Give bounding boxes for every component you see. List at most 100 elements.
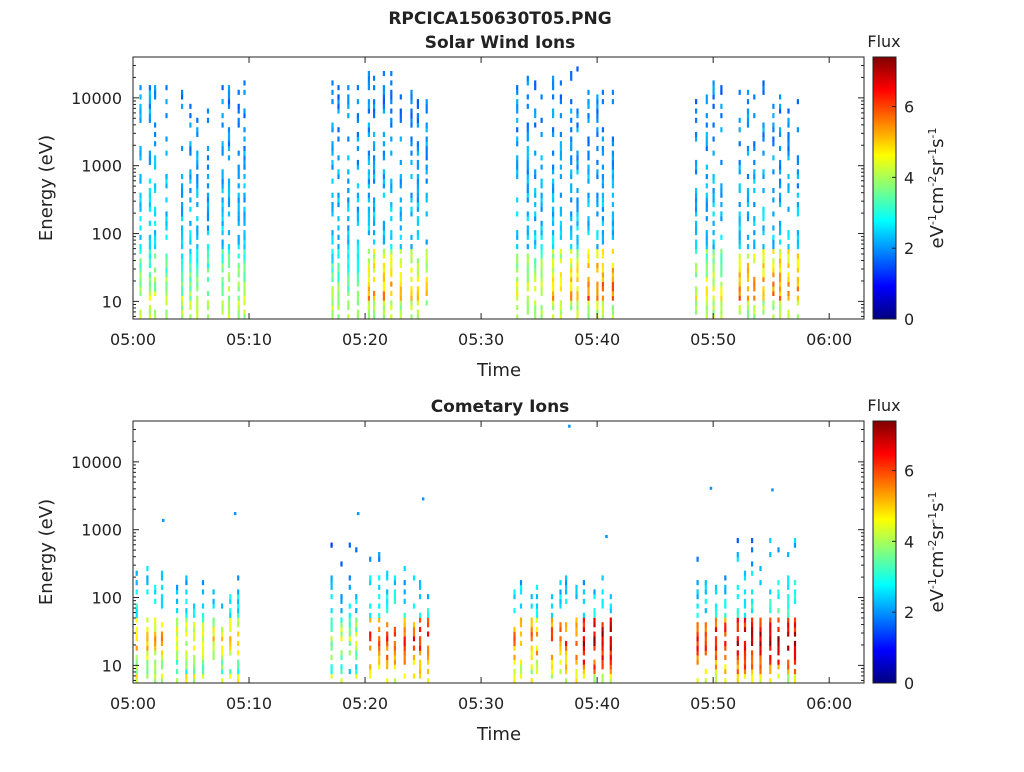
flux-cell bbox=[559, 589, 562, 595]
flux-cell bbox=[356, 253, 359, 259]
flux-cell bbox=[196, 281, 199, 287]
flux-cell bbox=[576, 206, 579, 212]
flux-cell bbox=[779, 220, 782, 226]
flux-cell bbox=[787, 669, 790, 675]
flux-cell bbox=[779, 192, 782, 198]
flux-cell bbox=[410, 174, 413, 180]
flux-cell bbox=[576, 258, 579, 264]
flux-cell bbox=[550, 603, 554, 609]
flux-cell bbox=[390, 99, 393, 105]
flux-cell bbox=[743, 640, 747, 646]
flux-cell bbox=[565, 678, 568, 683]
flux-cell bbox=[367, 272, 370, 278]
flux-cell bbox=[746, 145, 750, 151]
flux-cell bbox=[526, 75, 529, 81]
x-tick-label: 06:00 bbox=[806, 694, 852, 713]
flux-cell bbox=[185, 631, 188, 637]
flux-cell bbox=[221, 603, 224, 609]
flux-cell bbox=[714, 664, 718, 670]
flux-cell bbox=[237, 664, 240, 670]
flux-cell bbox=[793, 622, 797, 628]
flux-cell bbox=[331, 99, 334, 105]
flux-cell bbox=[570, 276, 573, 282]
flux-cell bbox=[695, 136, 698, 142]
flux-cell bbox=[559, 603, 562, 609]
flux-cell bbox=[189, 122, 192, 128]
flux-cell bbox=[237, 300, 240, 306]
flux-cell bbox=[609, 650, 612, 656]
flux-cell bbox=[373, 197, 376, 203]
flux-cell bbox=[611, 150, 614, 156]
flux-cell bbox=[189, 262, 192, 268]
flux-cell bbox=[611, 290, 614, 296]
flux-cell bbox=[705, 136, 708, 142]
flux-cell bbox=[796, 281, 799, 287]
flux-cell bbox=[148, 286, 151, 292]
flux-cell bbox=[337, 286, 340, 292]
flux-cell bbox=[611, 286, 614, 292]
burst-column bbox=[331, 80, 359, 319]
flux-cell bbox=[696, 631, 699, 637]
flux-cell bbox=[340, 561, 343, 567]
flux-cell bbox=[552, 272, 555, 278]
flux-cell bbox=[705, 248, 708, 254]
flux-cell bbox=[331, 192, 334, 198]
flux-cell bbox=[513, 631, 516, 637]
flux-cell bbox=[519, 617, 523, 623]
flux-cell bbox=[390, 314, 393, 319]
flux-cell bbox=[720, 290, 723, 296]
flux-cell bbox=[576, 262, 579, 268]
flux-cell bbox=[787, 141, 790, 147]
flux-cell bbox=[227, 192, 231, 198]
flux-cell bbox=[331, 314, 334, 319]
flux-cell bbox=[695, 169, 698, 175]
flux-cell bbox=[206, 183, 210, 189]
flux-cell bbox=[139, 286, 142, 292]
flux-cell bbox=[540, 253, 543, 259]
flux-cell bbox=[720, 159, 723, 165]
flux-cell bbox=[787, 580, 790, 586]
flux-cell bbox=[587, 155, 590, 161]
flux-cell bbox=[196, 178, 199, 184]
flux-cell bbox=[587, 305, 590, 311]
flux-cell bbox=[221, 654, 224, 660]
flux-cell bbox=[367, 276, 370, 282]
flux-cell bbox=[331, 89, 334, 95]
flux-cell bbox=[176, 636, 179, 642]
flux-cell bbox=[196, 127, 199, 133]
flux-cell bbox=[772, 248, 775, 254]
flux-cell bbox=[526, 131, 529, 137]
flux-cell bbox=[695, 131, 698, 137]
flux-cell bbox=[399, 159, 402, 165]
flux-cell bbox=[534, 174, 537, 180]
flux-cell bbox=[530, 645, 533, 651]
flux-cell bbox=[399, 225, 402, 231]
flux-cell bbox=[535, 669, 539, 675]
flux-cell bbox=[382, 150, 385, 156]
flux-cell bbox=[369, 636, 372, 642]
flux-cell bbox=[550, 626, 554, 632]
flux-cell bbox=[165, 220, 168, 226]
flux-cell bbox=[601, 276, 604, 282]
flux-cell bbox=[596, 159, 599, 165]
flux-cell bbox=[704, 584, 707, 590]
flux-cell bbox=[181, 300, 184, 306]
flux-cell bbox=[736, 659, 739, 665]
flux-cell bbox=[337, 305, 340, 311]
flux-cell bbox=[356, 183, 359, 189]
flux-cell bbox=[601, 206, 604, 212]
flux-cell bbox=[720, 248, 723, 254]
flux-cell bbox=[753, 141, 756, 147]
flux-cell bbox=[340, 654, 343, 660]
flux-cell bbox=[185, 617, 188, 623]
flux-cell bbox=[724, 617, 727, 623]
flux-cell bbox=[193, 608, 196, 614]
flux-cell bbox=[696, 636, 699, 642]
flux-cell bbox=[139, 244, 142, 250]
flux-cell bbox=[390, 244, 393, 250]
flux-cell bbox=[575, 594, 578, 600]
flux-cell bbox=[382, 314, 385, 319]
flux-cell bbox=[526, 262, 529, 268]
flux-cell bbox=[243, 239, 246, 245]
flux-cell bbox=[419, 594, 422, 600]
